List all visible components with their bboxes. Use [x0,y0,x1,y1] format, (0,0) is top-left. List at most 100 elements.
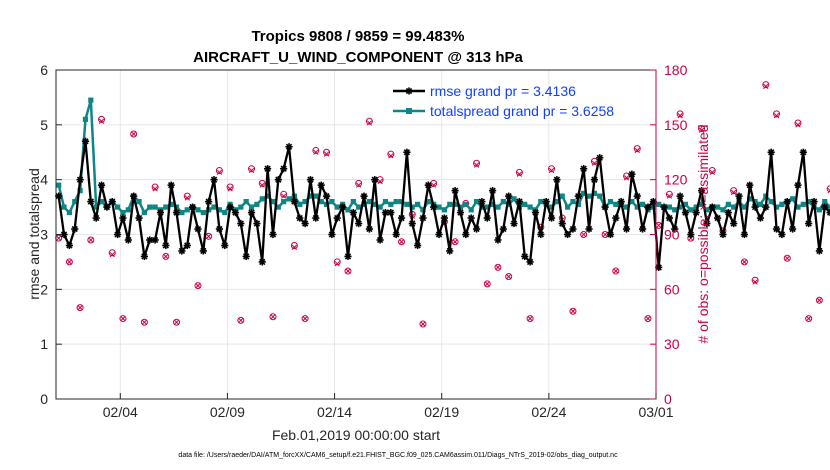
obs-possible-point [98,115,106,123]
y-tick-label-left: 0 [40,391,48,407]
rmse-point [119,214,127,222]
totalspread-point [591,190,597,196]
rmse-point [189,203,197,211]
totalspread-point [93,204,99,210]
obs-possible-point [676,110,684,118]
obs-possible-point [248,165,256,173]
rmse-point [472,225,481,233]
legend: rmse grand pr = 3.4136 totalspread grand… [393,83,614,119]
obs-assimilated-point [613,268,619,274]
totalspread-point [265,193,271,199]
rmse-point [633,192,641,200]
rmse-point [810,198,818,206]
totalspread-point [243,199,249,205]
obs-possible-point [708,167,716,175]
obs-possible-point [269,313,277,321]
totalspread-point [768,199,774,205]
rmse-point [719,230,727,239]
rmse-point [290,198,298,206]
rmse-point [226,203,234,211]
rmse-point [172,208,181,217]
obs-possible-point [301,315,309,323]
x-tick-label: 02/09 [210,404,245,420]
rmse-point [376,236,384,244]
obs-possible-point [108,249,116,257]
obs-assimilated-point [388,153,394,159]
totalspread-point [822,199,828,205]
totalspread-point [597,193,603,199]
rmse-point [451,187,459,195]
rmse-point [264,165,272,173]
obs-possible-point [740,258,748,266]
obs-possible-point [87,236,95,244]
rmse-point [553,176,561,184]
rmse-point [740,230,748,239]
rmse-point [612,214,620,222]
totalspread-point [216,207,222,213]
obs-possible-point [173,318,181,326]
totalspread-point [720,207,726,213]
rmse-point [799,148,807,156]
obs-assimilated-point [784,255,790,261]
obs-possible-point [215,167,223,175]
totalspread-point [629,199,635,205]
rmse-point [671,225,679,233]
obs-possible-point [419,320,427,328]
totalspread-point [88,97,94,103]
rmse-point [397,214,406,222]
rmse-point [215,225,223,233]
totalspread-point [447,201,453,207]
rmse-point [269,230,277,239]
obs-possible-point [515,168,523,176]
obs-assimilated-point [420,321,426,327]
totalspread-point [361,201,367,207]
rmse-point [456,208,465,217]
totalspread-point [607,199,614,205]
rmse-point [65,241,73,250]
y-axis-label-right: # of obs: o=possible; ×=assimilated [695,124,711,343]
obs-possible-point [344,267,352,275]
obs-assimilated-point [677,113,683,119]
rmse-point [81,137,90,145]
y-tick-label-right: 90 [664,227,680,243]
obs-assimilated-point [827,187,830,194]
rmse-point [644,203,652,211]
chart-title-line1: Tropics 9808 / 9859 = 99.483% [251,28,464,45]
rmse-point [505,192,513,200]
rmse-point [301,219,309,228]
rmse-point [558,219,566,228]
totalspread-point [495,204,501,210]
rmse-point [794,181,802,189]
obs-possible-point [473,159,481,167]
rmse-point [542,198,550,206]
totalspread-point [677,204,683,210]
obs-assimilated-point [88,237,94,243]
obs-assimilated-point [763,83,769,90]
totalspread-point [168,201,174,207]
obs-possible-point [548,165,556,173]
x-tick-label: 02/04 [103,404,138,420]
obs-assimilated-point [581,231,587,238]
obs-possible-point [730,187,738,195]
rmse-point [590,176,598,184]
rmse-point [87,198,95,206]
totalspread-point [715,204,721,210]
rmse-point [783,198,791,206]
rmse-point [312,214,320,222]
totalspread-point [98,199,105,205]
totalspread-point [752,199,758,205]
rmse-point [494,236,502,244]
totalspread-point [511,196,517,202]
rmse-point [306,176,315,184]
rmse-point [124,236,132,244]
obs-assimilated-point [152,186,158,192]
x-axis-label: Feb.01,2019 00:00:00 start [272,427,440,443]
rmse-point [162,241,170,250]
rmse-point [242,252,250,261]
obs-assimilated-point [120,315,126,322]
obs-possible-point [698,124,706,132]
rmse-point [285,143,293,151]
totalspread-point [463,201,469,207]
obs-assimilated-point [741,259,748,265]
obs-possible-point [590,157,598,165]
